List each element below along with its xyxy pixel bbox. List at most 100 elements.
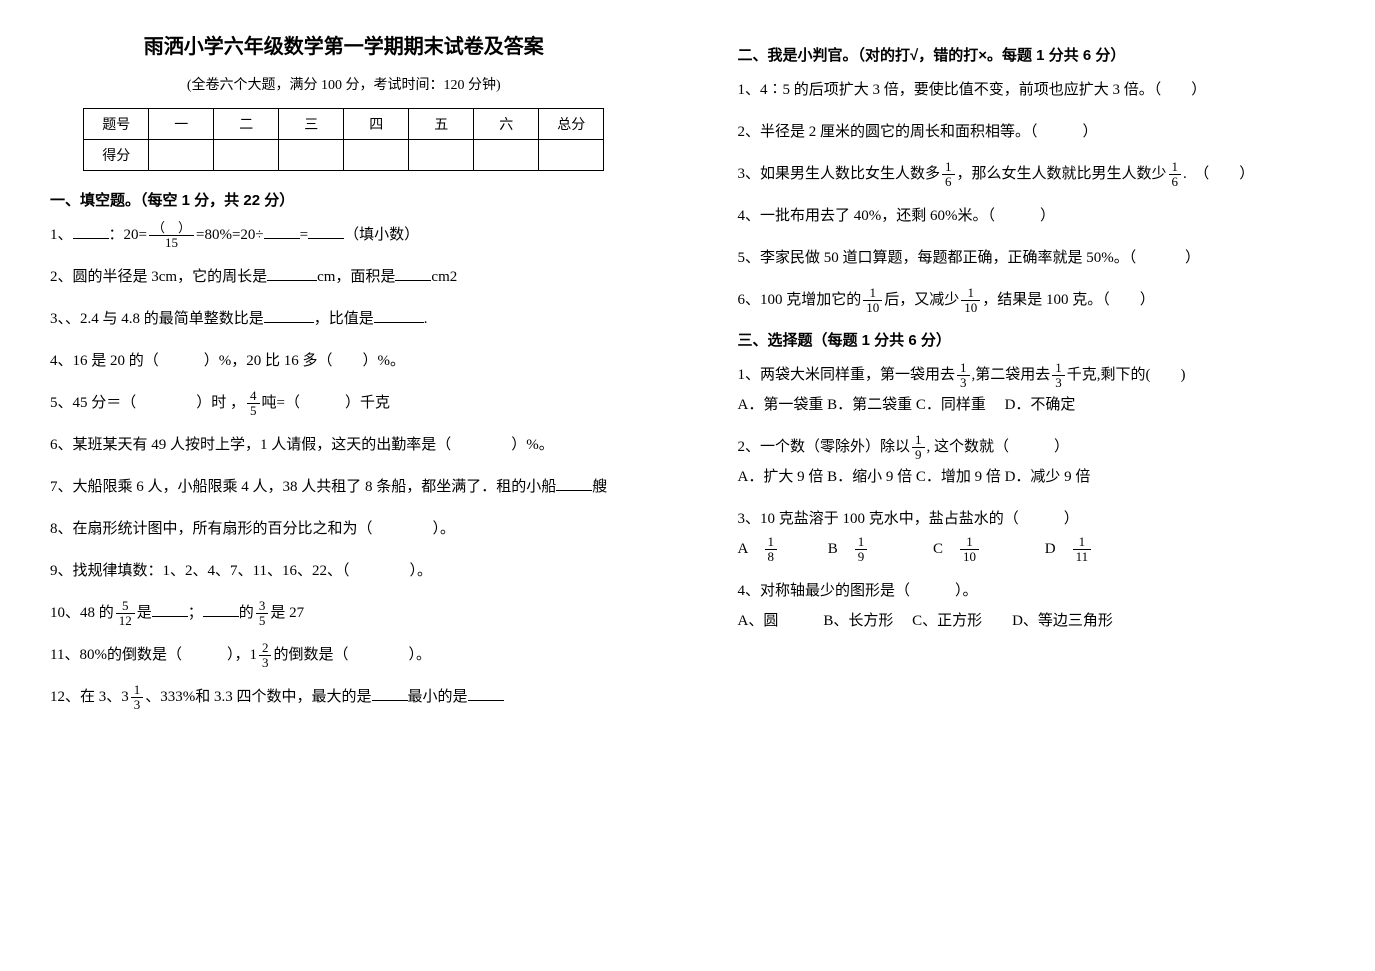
- text: 5、45 分＝（ ）时 ，: [50, 395, 245, 411]
- text: 12、在 3、3: [50, 689, 129, 705]
- fraction: 13: [131, 683, 144, 711]
- s3-q2: 2、一个数（零除外）除以19, 这个数就（ ） A．扩大 9 倍 B．缩小 9 …: [738, 432, 1326, 492]
- num: 1: [957, 361, 970, 376]
- text: ，比值是: [314, 311, 374, 327]
- den: 3: [131, 698, 144, 712]
- blank-cell: [474, 140, 539, 171]
- s1-q5: 5、45 分＝（ ）时 ，45吨=（ ）千克: [50, 388, 638, 418]
- th-7: 总分: [539, 109, 604, 140]
- text: 是 27: [270, 605, 304, 621]
- den: 10: [863, 301, 882, 315]
- num: 5: [116, 599, 135, 614]
- num: 1: [131, 683, 144, 698]
- s2-q2: 2、半径是 2 厘米的圆它的周长和面积相等。（ ）: [738, 117, 1326, 147]
- s2-q1: 1、4∶5 的后项扩大 3 倍，要使比值不变，前项也应扩大 3 倍。（ ）: [738, 75, 1326, 105]
- text: 10、48 的: [50, 605, 114, 621]
- num: 1: [1052, 361, 1065, 376]
- fraction: 35: [256, 599, 269, 627]
- fraction: 110: [863, 286, 882, 314]
- blank: [203, 602, 239, 617]
- fraction: （ ）15: [149, 221, 194, 249]
- fraction: 19: [855, 535, 868, 563]
- den: 5: [256, 614, 269, 628]
- sec3-title: 三、选择题（每题 1 分共 6 分）: [738, 329, 1326, 350]
- s1-q9: 9、找规律填数：1、2、4、7、11、16、22、（ ）。: [50, 556, 638, 586]
- text: 是: [137, 605, 152, 621]
- den: 3: [259, 656, 272, 670]
- num: 1: [863, 286, 882, 301]
- text: 4、对称轴最少的图形是（ ）。: [738, 583, 978, 599]
- s3-q4: 4、对称轴最少的图形是（ ）。 A、圆 B、长方形 C、正方形 D、等边三角形: [738, 576, 1326, 636]
- den: 3: [1052, 376, 1065, 390]
- text: ,第二袋用去: [972, 367, 1051, 383]
- s1-q6: 6、某班某天有 49 人按时上学，1 人请假，这天的出勤率是（ ）%。: [50, 430, 638, 460]
- den: 10: [960, 550, 979, 564]
- optA: A: [738, 541, 763, 557]
- fraction: 19: [912, 433, 925, 461]
- text: 2、圆的半径是 3cm，它的周长是: [50, 269, 267, 285]
- num: 1: [960, 535, 979, 550]
- text: 吨=（ ）千克: [262, 395, 390, 411]
- num: 1: [855, 535, 868, 550]
- text: 1、: [50, 227, 73, 243]
- text: 3、10 克盐溶于 100 克水中，盐占盐水的（ ）: [738, 511, 1079, 527]
- text: 后，又减少: [884, 292, 959, 308]
- fraction: 111: [1073, 535, 1092, 563]
- den: 3: [957, 376, 970, 390]
- fraction: 110: [961, 286, 980, 314]
- text: =80%=20÷: [196, 227, 264, 243]
- blank: [73, 224, 109, 239]
- s3-q1: 1、两袋大米同样重，第一袋用去13,第二袋用去13千克,剩下的( ) A．第一袋…: [738, 360, 1326, 420]
- opts: A．第一袋重 B．第二袋重 C．同样重 D．不确定: [738, 397, 1076, 413]
- s1-q10: 10、48 的512是；的35是 27: [50, 598, 638, 628]
- sec2-title: 二、我是小判官。（对的打√，错的打×。每题 1 分共 6 分）: [738, 44, 1326, 65]
- text: 的倒数是（ ）。: [273, 647, 431, 663]
- s1-q8: 8、在扇形统计图中，所有扇形的百分比之和为（ ）。: [50, 514, 638, 544]
- optD: D: [985, 541, 1071, 557]
- text: =: [300, 227, 308, 243]
- blank-cell: [214, 140, 279, 171]
- blank: [395, 266, 431, 281]
- text: 6、100 克增加它的: [738, 292, 862, 308]
- num: 1: [1073, 535, 1092, 550]
- fraction: 16: [1169, 160, 1182, 188]
- th-5: 五: [409, 109, 474, 140]
- text: ，结果是 100 克。（ ）: [982, 292, 1155, 308]
- den: 6: [942, 175, 955, 189]
- fraction: 18: [765, 535, 778, 563]
- num: 1: [912, 433, 925, 448]
- s1-q7: 7、大船限乘 6 人，小船限乘 4 人，38 人共租了 8 条船，都坐满了．租的…: [50, 472, 638, 502]
- den: 10: [961, 301, 980, 315]
- s1-q2: 2、圆的半径是 3cm，它的周长是cm，面积是cm2: [50, 262, 638, 292]
- th-4: 四: [344, 109, 409, 140]
- num: 1: [1169, 160, 1182, 175]
- text: 3、如果男生人数比女生人数多: [738, 166, 941, 182]
- blank-cell: [409, 140, 474, 171]
- blank: [308, 224, 344, 239]
- den: 8: [765, 550, 778, 564]
- text: 最小的是: [408, 689, 468, 705]
- optC: C: [873, 541, 958, 557]
- den: 6: [1169, 175, 1182, 189]
- text: . （ ）: [1183, 166, 1254, 182]
- den: 9: [912, 448, 925, 462]
- den: 5: [247, 404, 260, 418]
- th-3: 三: [279, 109, 344, 140]
- blank: [374, 308, 424, 323]
- fraction: 45: [247, 389, 260, 417]
- blank: [267, 266, 317, 281]
- text: 2、一个数（零除外）除以: [738, 439, 911, 455]
- blank: [264, 308, 314, 323]
- th-0: 题号: [84, 109, 149, 140]
- s1-q11: 11、80%的倒数是（ ），123的倒数是（ ）。: [50, 640, 638, 670]
- num: 3: [256, 599, 269, 614]
- text: 艘: [592, 479, 607, 495]
- th-1: 一: [149, 109, 214, 140]
- fraction: 110: [960, 535, 979, 563]
- text: 1、两袋大米同样重，第一袋用去: [738, 367, 956, 383]
- text: cm，面积是: [317, 269, 395, 285]
- blank-cell: [539, 140, 604, 171]
- text: ，那么女生人数就比男生人数少: [957, 166, 1167, 182]
- text: ：20=: [109, 227, 147, 243]
- blank: [556, 476, 592, 491]
